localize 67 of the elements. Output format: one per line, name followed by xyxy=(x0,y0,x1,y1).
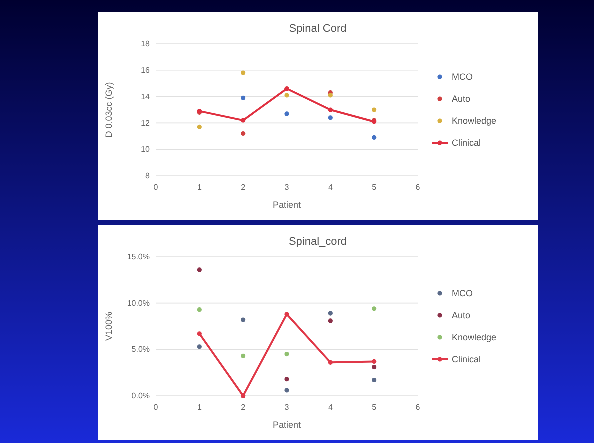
legend-label: MCO xyxy=(452,288,473,298)
point xyxy=(197,124,202,130)
x-tick-label: 2 xyxy=(241,403,246,412)
point xyxy=(241,131,246,136)
x-tick-label: 3 xyxy=(284,183,290,192)
legend-label: Knowledge xyxy=(452,332,497,342)
x-tick-label: 4 xyxy=(328,183,334,192)
point xyxy=(372,108,377,112)
x-axis-title: Patient xyxy=(272,200,302,210)
point xyxy=(372,306,377,312)
x-tick-label: 3 xyxy=(284,403,290,412)
point xyxy=(284,388,290,393)
y-tick-label: 8 xyxy=(146,172,151,181)
point xyxy=(284,93,290,98)
x-tick-label: 6 xyxy=(416,183,421,192)
point xyxy=(241,96,246,100)
y-tick-label: 5.0% xyxy=(132,345,150,354)
point xyxy=(284,112,290,116)
point xyxy=(372,135,377,140)
point xyxy=(328,318,333,324)
point xyxy=(284,312,290,317)
x-tick-label: 0 xyxy=(154,183,159,192)
x-tick-label: 4 xyxy=(328,403,334,412)
point xyxy=(197,308,202,312)
x-tick-label: 5 xyxy=(372,183,378,192)
point xyxy=(372,364,377,370)
point xyxy=(241,70,246,76)
point xyxy=(241,354,246,358)
chart-title: Spinal_cord xyxy=(288,236,348,248)
point xyxy=(197,332,202,336)
point xyxy=(197,268,202,272)
y-tick-label: 18 xyxy=(141,40,151,49)
point xyxy=(241,318,246,322)
y-tick-label: 15.0% xyxy=(127,252,150,262)
x-axis-title: Patient xyxy=(272,420,302,430)
y-tick-label: 0.0% xyxy=(132,392,150,401)
y-tick-label: 16 xyxy=(141,66,151,75)
point xyxy=(197,344,202,350)
y-axis-title: D 0.03cc (Gy) xyxy=(104,82,114,138)
legend-label: Clinical xyxy=(452,354,482,364)
point xyxy=(328,116,333,120)
point xyxy=(372,359,377,364)
legend-label: Clinical xyxy=(452,138,482,148)
point xyxy=(241,118,246,123)
legend-label: Auto xyxy=(452,310,471,320)
x-tick-label: 0 xyxy=(154,403,159,412)
x-tick-label: 5 xyxy=(372,403,378,412)
chart-title: Spinal Cord xyxy=(289,23,347,35)
x-tick-label: 2 xyxy=(241,183,246,192)
y-tick-label: 12 xyxy=(141,118,151,128)
point xyxy=(284,377,290,382)
point xyxy=(328,360,333,365)
x-tick-label: 6 xyxy=(416,403,421,412)
y-tick-label: 10 xyxy=(141,145,151,154)
y-axis-title: V100% xyxy=(104,312,114,342)
y-tick-label: 10.0% xyxy=(127,298,150,308)
point xyxy=(372,378,377,383)
point xyxy=(328,93,333,98)
x-tick-label: 1 xyxy=(197,183,202,192)
legend-label: Knowledge xyxy=(452,116,497,126)
legend-label: Auto xyxy=(452,94,471,104)
point xyxy=(328,108,333,112)
x-tick-label: 1 xyxy=(197,403,202,412)
legend-label: MCO xyxy=(452,72,473,82)
point xyxy=(284,352,290,357)
point xyxy=(328,311,333,316)
y-tick-label: 14 xyxy=(141,92,151,102)
